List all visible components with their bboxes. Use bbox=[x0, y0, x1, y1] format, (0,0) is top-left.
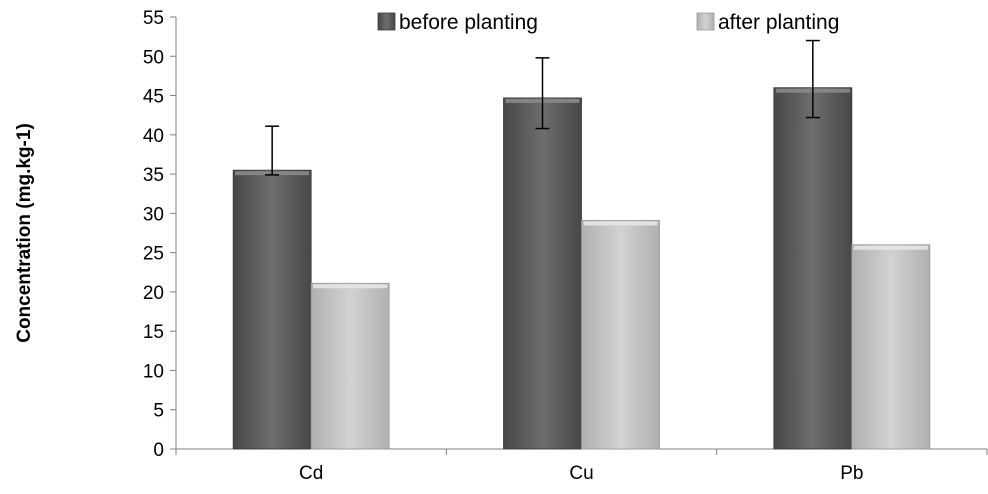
x-tick-label: Pb bbox=[840, 463, 863, 484]
bar-after-planting-Cu bbox=[581, 220, 660, 450]
y-tick-label: 45 bbox=[143, 87, 164, 108]
y-tick-label: 5 bbox=[153, 401, 164, 422]
bar-top-highlight bbox=[853, 245, 928, 250]
bar-before-planting-Cu bbox=[503, 97, 582, 450]
y-axis-label-group: Concentration (mg.kg-1) bbox=[14, 123, 35, 343]
y-tick-label: 0 bbox=[153, 440, 164, 461]
legend-swatch-before-planting bbox=[377, 12, 396, 31]
y-tick-label: 25 bbox=[143, 244, 164, 265]
bar-before-planting-Cd bbox=[232, 169, 312, 450]
y-tick-label: 40 bbox=[143, 126, 164, 147]
error-bars bbox=[265, 39, 820, 176]
tick-labels: 0 5 10 15 20 25 30 35 40 45 50 55 Cd Cu Pb bbox=[143, 8, 864, 484]
legend-label-before-planting: before planting bbox=[399, 11, 538, 34]
legend-swatch-after-planting bbox=[696, 12, 715, 31]
y-tick-label: 20 bbox=[143, 283, 164, 304]
bar-before-planting-Pb bbox=[773, 87, 853, 450]
y-tick-label: 35 bbox=[143, 165, 164, 186]
y-tick-label: 30 bbox=[143, 204, 164, 225]
bar-top-highlight bbox=[583, 221, 658, 226]
legend-label-after-planting: after planting bbox=[718, 11, 839, 34]
bar-after-planting-Pb bbox=[851, 244, 931, 450]
x-tick-label: Cu bbox=[569, 463, 593, 484]
y-tick-label: 50 bbox=[143, 47, 164, 68]
legend: before planting after planting bbox=[377, 11, 839, 34]
y-tick-label: 10 bbox=[143, 361, 164, 382]
bars bbox=[232, 87, 931, 450]
y-tick-label: 15 bbox=[143, 322, 164, 343]
y-axis-label: Concentration (mg.kg-1) bbox=[14, 123, 35, 343]
bar-top-highlight bbox=[313, 284, 388, 289]
x-tick-label: Cd bbox=[299, 463, 323, 484]
y-tick-label: 55 bbox=[143, 8, 164, 29]
bar-after-planting-Cd bbox=[310, 282, 390, 450]
